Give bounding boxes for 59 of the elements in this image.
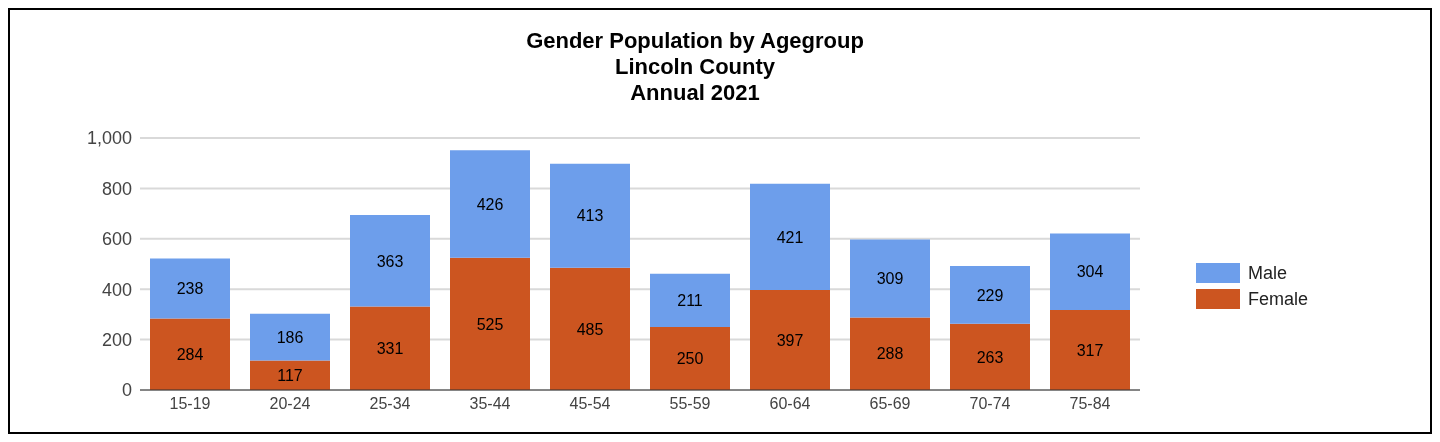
data-label: 413 <box>576 207 604 225</box>
data-label: 525 <box>476 315 504 333</box>
data-label: 363 <box>376 252 404 270</box>
data-label: 309 <box>876 270 904 288</box>
bar <box>650 273 730 327</box>
data-label: 331 <box>376 339 404 357</box>
y-tick-label: 0 <box>121 380 132 401</box>
bar <box>950 323 1030 390</box>
chart-title: Gender Population by Agegroup <box>525 28 865 54</box>
data-label: 211 <box>677 292 703 310</box>
data-label: 304 <box>1076 263 1104 281</box>
x-tick-label: 35-44 <box>469 395 511 413</box>
data-label: 238 <box>176 280 204 298</box>
data-label: 421 <box>776 228 804 246</box>
x-tick-label: 15-19 <box>169 395 211 413</box>
data-label: 229 <box>976 286 1004 304</box>
data-label: 397 <box>776 331 804 349</box>
bar <box>550 267 630 390</box>
data-label: 117 <box>277 366 303 384</box>
bar <box>650 327 730 390</box>
legend-label: Female <box>1248 288 1309 310</box>
data-label: 250 <box>676 350 704 368</box>
x-tick-label: 25-34 <box>369 395 411 413</box>
bar <box>450 150 530 258</box>
y-tick-label: 400 <box>101 279 132 300</box>
x-tick-label: 75-84 <box>1069 395 1111 413</box>
data-label: 288 <box>876 345 904 363</box>
legend-label: Male <box>1248 262 1288 284</box>
data-label: 186 <box>276 328 304 346</box>
bar <box>150 318 230 390</box>
data-label: 284 <box>176 345 204 363</box>
bar <box>250 313 330 361</box>
bar <box>350 306 430 390</box>
data-label: 263 <box>976 348 1004 366</box>
x-tick-label: 70-74 <box>969 395 1011 413</box>
data-label: 485 <box>576 320 604 338</box>
x-tick-label: 55-59 <box>669 395 711 413</box>
bar <box>150 258 230 319</box>
bar <box>850 317 930 390</box>
y-tick-label: 600 <box>101 229 132 250</box>
data-label: 426 <box>476 195 504 213</box>
bar <box>450 257 530 390</box>
y-tick-label: 200 <box>101 329 132 350</box>
bar <box>950 266 1030 324</box>
bar <box>1050 310 1130 390</box>
bar <box>350 215 430 307</box>
y-tick-label: 800 <box>101 178 132 199</box>
x-tick-label: 20-24 <box>269 395 311 413</box>
chart-subtitle: Lincoln County Annual 2021 <box>613 54 777 106</box>
x-tick-label: 45-54 <box>569 395 611 413</box>
x-tick-label: 60-64 <box>769 395 811 413</box>
bar <box>850 239 930 318</box>
bar <box>750 183 830 290</box>
x-tick-label: 65-69 <box>869 395 911 413</box>
bar <box>750 289 830 390</box>
y-tick-label: 1,000 <box>86 128 132 149</box>
bar <box>550 163 630 268</box>
data-label: 317 <box>1076 341 1104 359</box>
bar <box>1050 233 1130 311</box>
